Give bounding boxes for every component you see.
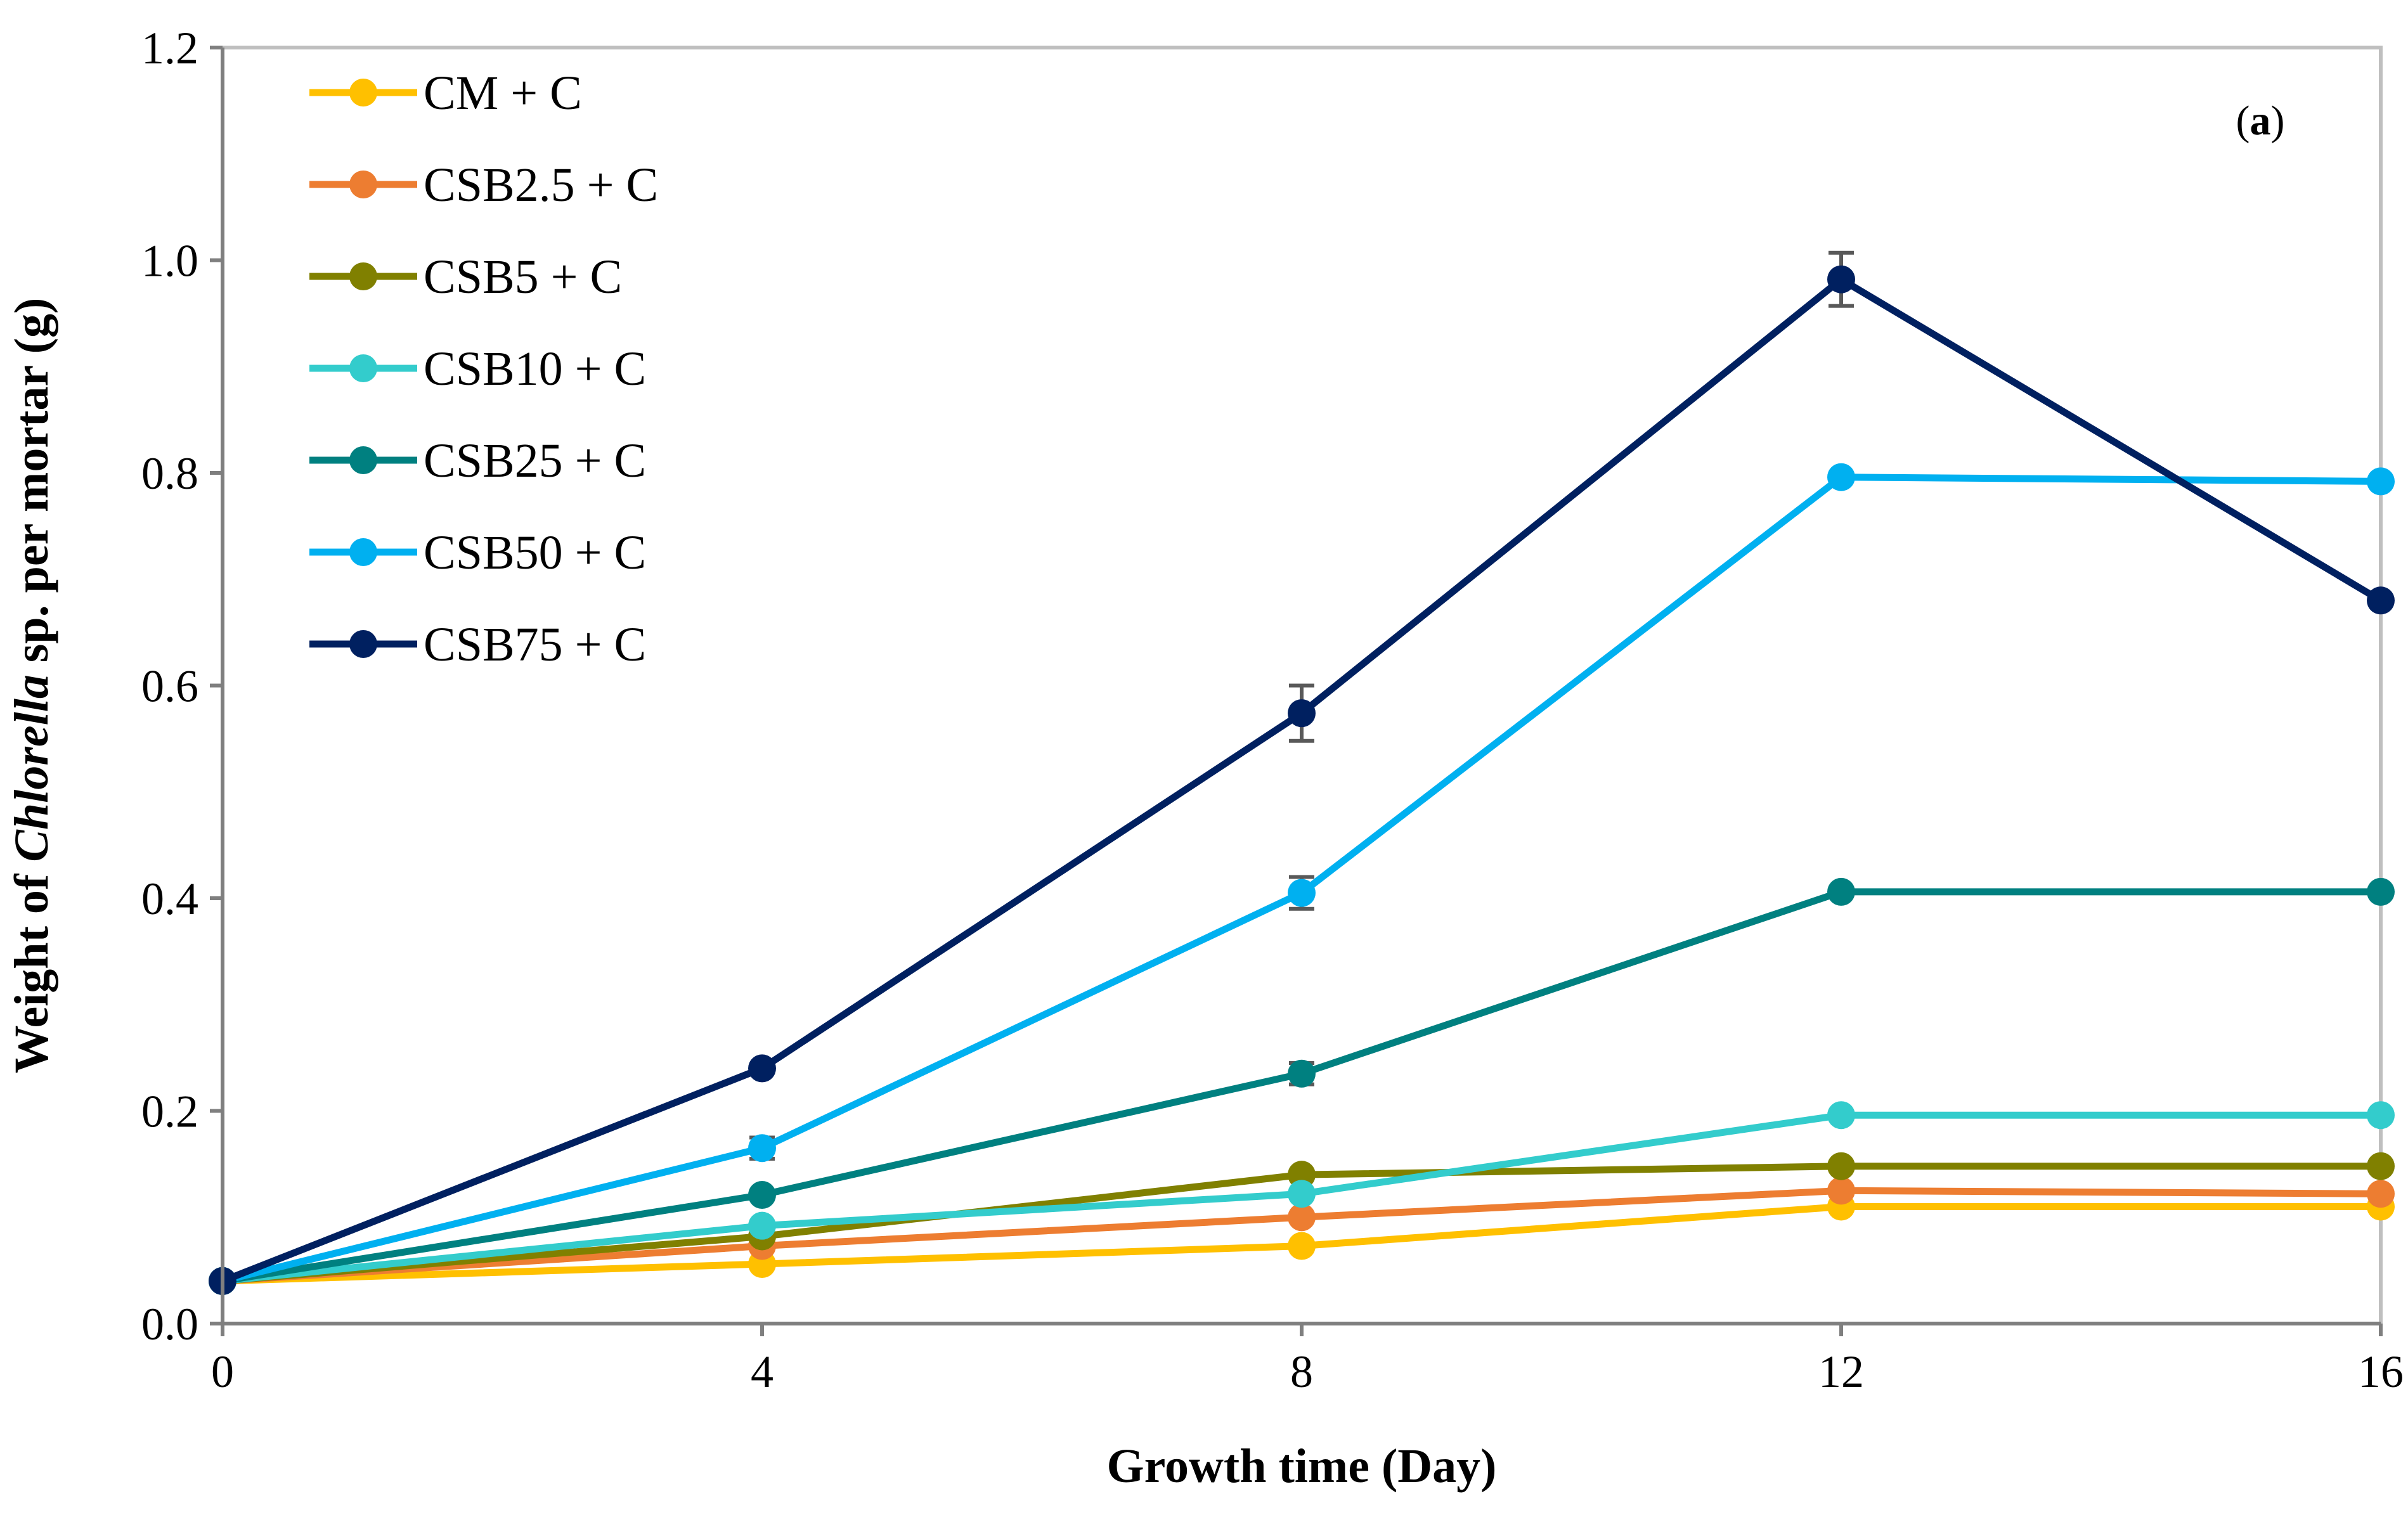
data-point xyxy=(1827,1177,1855,1205)
legend-swatch-marker xyxy=(349,354,377,382)
data-point xyxy=(1288,699,1316,728)
legend-item: CSB2.5 + C xyxy=(309,158,658,212)
series-lines xyxy=(209,265,2395,1295)
legend-label: CSB2.5 + C xyxy=(424,158,658,212)
legend-swatch-marker xyxy=(349,171,377,198)
axes: 0.0 0.2 0.4 0.6 0.8 1.0 1.2 0 4 8 12 16 xyxy=(141,23,2404,1397)
legend-label: CSB75 + C xyxy=(424,618,646,671)
legend-swatch-marker xyxy=(349,262,377,290)
legend-swatch-marker xyxy=(349,79,377,106)
x-tick-label: 0 xyxy=(211,1346,234,1397)
legend-label: CSB10 + C xyxy=(424,342,646,396)
y-tick-label: 0.6 xyxy=(141,661,198,712)
legend-label: CM + C xyxy=(424,67,582,120)
legend-item: CSB50 + C xyxy=(309,526,646,579)
legend-item: CM + C xyxy=(309,67,582,120)
data-point xyxy=(2367,586,2395,615)
data-point xyxy=(1827,1152,1855,1180)
data-point xyxy=(748,1181,776,1209)
legend-label: CSB50 + C xyxy=(424,526,646,579)
data-point xyxy=(2367,1101,2395,1130)
y-tick-label: 0.2 xyxy=(141,1086,198,1137)
legend-item: CSB25 + C xyxy=(309,434,646,487)
data-point xyxy=(1288,1203,1316,1232)
panel-label-letter: a xyxy=(2250,98,2271,144)
legend-label: CSB25 + C xyxy=(424,434,646,487)
data-point xyxy=(748,1134,776,1163)
data-point xyxy=(1827,463,1855,491)
legend-label: CSB5 + C xyxy=(424,250,622,304)
data-point xyxy=(1827,877,1855,906)
y-tick-label: 0.0 xyxy=(141,1299,198,1350)
data-point xyxy=(748,1211,776,1240)
data-point xyxy=(1288,879,1316,907)
x-tick-label: 4 xyxy=(751,1346,774,1397)
legend-swatch-marker xyxy=(349,630,377,658)
data-point xyxy=(1827,265,1855,293)
x-axis-title: Growth time (Day) xyxy=(1107,1440,1497,1493)
y-axis-title: Weight of Chlorella sp. per mortar (g) xyxy=(5,298,58,1074)
legend-swatch-marker xyxy=(349,446,377,474)
data-point xyxy=(1288,1059,1316,1088)
legend-swatch-marker xyxy=(349,538,377,566)
y-tick-label: 1.0 xyxy=(141,236,198,287)
data-point xyxy=(2367,1152,2395,1180)
x-tick-label: 16 xyxy=(2358,1346,2404,1397)
data-point xyxy=(2367,1180,2395,1208)
data-point xyxy=(1288,1180,1316,1208)
data-point xyxy=(748,1054,776,1083)
x-tick-label: 12 xyxy=(1818,1346,1864,1397)
legend-item: CSB10 + C xyxy=(309,342,646,396)
x-tick-label: 8 xyxy=(1290,1346,1313,1397)
series-csb75-c xyxy=(209,265,2395,1295)
data-point xyxy=(1288,1232,1316,1260)
y-axis-title-prefix: Weight of xyxy=(5,862,58,1074)
legend: CM + C CSB2.5 + C CSB5 + C CSB10 + C CSB25 +… xyxy=(309,67,658,671)
legend-item: CSB75 + C xyxy=(309,618,646,671)
y-axis-title-italic: Chlorella xyxy=(5,674,58,862)
y-axis-title-suffix: sp. per mortar (g) xyxy=(5,298,58,675)
panel-label: (a) xyxy=(2236,98,2285,144)
data-point xyxy=(2367,877,2395,906)
data-point xyxy=(1288,1161,1316,1189)
y-tick-label: 1.2 xyxy=(141,23,198,74)
data-point xyxy=(2367,467,2395,496)
legend-item: CSB5 + C xyxy=(309,250,622,304)
data-point xyxy=(1827,1101,1855,1130)
y-tick-label: 0.4 xyxy=(141,874,198,924)
y-tick-label: 0.8 xyxy=(141,448,198,499)
